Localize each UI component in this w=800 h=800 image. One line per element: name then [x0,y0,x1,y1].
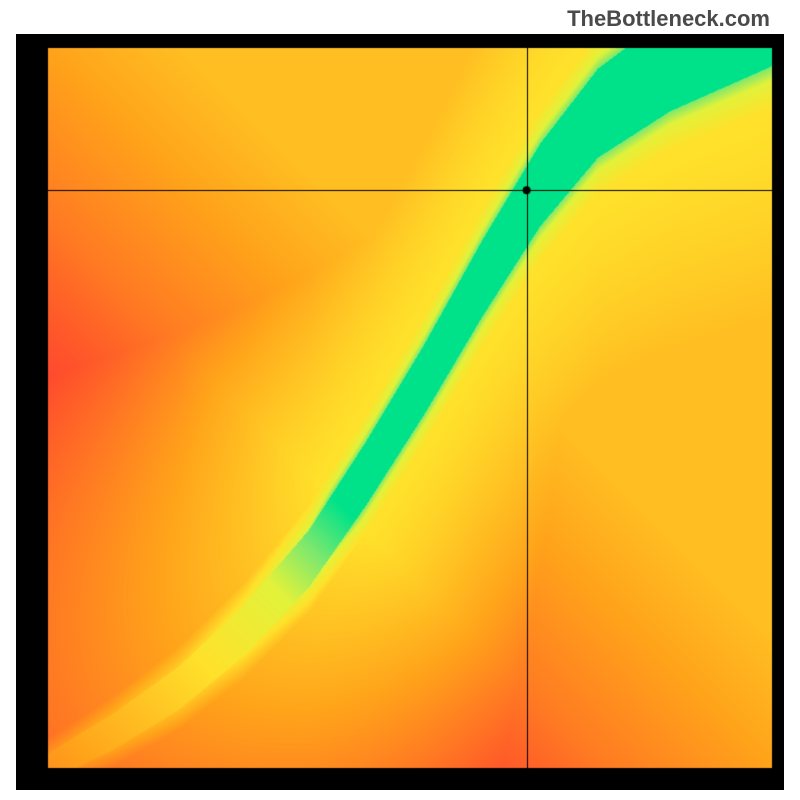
heatmap-canvas [16,34,784,790]
watermark-text: TheBottleneck.com [567,6,770,32]
bottleneck-heatmap [16,34,784,790]
